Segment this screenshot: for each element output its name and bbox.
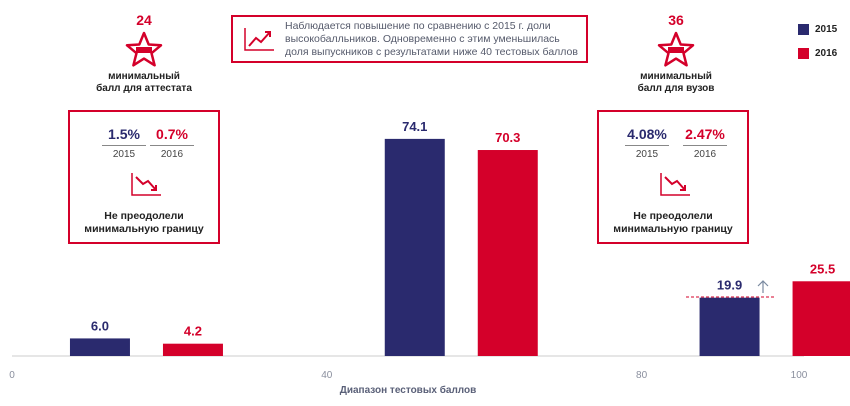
stat-2016-year: 2016 [160, 149, 184, 160]
min-score-certificate: 24 минимальный балл для аттестата [69, 12, 219, 95]
x-tick-label: 0 [9, 370, 15, 381]
legend-item-2015: 2015 [798, 22, 837, 36]
legend-label-2015: 2015 [815, 23, 838, 35]
stat-caption-1: Не преодолели [104, 210, 184, 222]
legend: 2015 2016 [798, 22, 837, 70]
min-score-label-2: балл для вузов [637, 83, 715, 94]
trend-down-icon [660, 173, 690, 196]
bar-value-label: 74.1 [402, 119, 427, 134]
min-score-label-1: минимальный [640, 71, 712, 82]
bar-2016-group-2 [477, 150, 538, 356]
stat-2015-value: 4.08% [625, 126, 669, 146]
star-badge-icon [125, 31, 163, 67]
bar-value-label: 4.2 [184, 324, 202, 339]
legend-label-2016: 2016 [815, 47, 838, 59]
min-score-university: 36 минимальный балл для вузов [601, 12, 751, 95]
bar-2015-group-1 [69, 338, 130, 356]
top-note-callout: Наблюдается повышение по сравнению с 201… [231, 15, 588, 63]
stat-box-certificate: 1.5% 2015 0.7% 2016 Не преодолели минима… [68, 110, 220, 244]
star-badge-icon [657, 31, 695, 67]
bar-value-label: 70.3 [495, 130, 520, 145]
bar-value-label: 6.0 [91, 318, 109, 333]
min-score-label-1: минимальный [108, 71, 180, 82]
legend-swatch-2016 [798, 47, 809, 59]
stat-caption-1: Не преодолели [633, 210, 713, 222]
stat-caption-2: минимальную границу [613, 223, 733, 235]
stat-2015-year: 2015 [112, 149, 136, 160]
x-tick-label: 100 [791, 370, 808, 381]
bar-2015-group-2 [384, 138, 445, 356]
legend-swatch-2015 [798, 23, 809, 35]
top-note-line-3: доля выпускников с результатами ниже 40 … [285, 45, 578, 58]
bars: 6.0 4.2 74.1 70.3 19.9 25.5 [69, 119, 850, 356]
bar-2016-group-1 [162, 343, 223, 356]
stat-2015-value: 1.5% [102, 126, 146, 146]
bar-value-label: 19.9 [717, 278, 742, 293]
top-note-line-2: высокобалльников. Одновременно с этим ум… [285, 32, 560, 45]
min-score-label-2: балл для аттестата [96, 83, 192, 94]
stat-box-university: 4.08% 2015 2.47% 2016 Не преодолели мини… [597, 110, 749, 244]
bar-2015-group-3 [699, 297, 760, 356]
stat-caption-2: минимальную границу [84, 223, 204, 235]
x-tick-label: 80 [636, 370, 648, 381]
stat-2015-year: 2015 [635, 149, 659, 160]
x-tick-label: 40 [321, 370, 333, 381]
min-score-value: 24 [136, 12, 152, 28]
arrow-up-icon [757, 280, 769, 293]
bar-value-label: 25.5 [810, 261, 835, 276]
x-axis-label: Диапазон тестовых баллов [340, 384, 477, 396]
top-note-line-1: Наблюдается повышение по сравнению с 201… [285, 19, 551, 32]
legend-item-2016: 2016 [798, 46, 837, 60]
bar-2016-group-3 [792, 281, 850, 356]
stat-2016-value: 2.47% [683, 126, 727, 146]
trend-up-icon [244, 28, 274, 51]
trend-down-icon [131, 173, 161, 196]
stat-2016-value: 0.7% [150, 126, 194, 146]
x-ticks: 0 40 80 100 [9, 370, 808, 381]
min-score-value: 36 [668, 12, 684, 28]
stat-2016-year: 2016 [693, 149, 717, 160]
